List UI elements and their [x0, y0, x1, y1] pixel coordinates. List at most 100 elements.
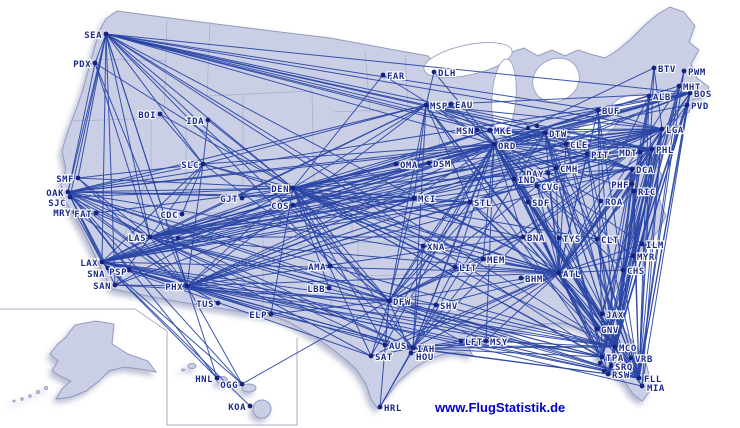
route-line-DSM-ORD — [428, 143, 495, 164]
route-line-PHX-ELP — [186, 285, 272, 315]
airport-label-VRB: VRB — [635, 355, 653, 365]
airport-label-PDX: PDX — [73, 60, 91, 70]
route-line-LAS-AUS — [149, 236, 386, 346]
route-line-PDX-DEN — [94, 62, 294, 189]
airport-dot-IND — [511, 176, 517, 182]
route-line-ATL-IAH — [412, 272, 560, 349]
route-line-SAN-DEN — [114, 187, 294, 286]
airport-dot-MSY — [483, 338, 489, 344]
airport-dot-MSP — [423, 102, 429, 108]
airport-label-OAK: OAK — [46, 189, 64, 199]
airport-label-CLT: CLT — [601, 236, 619, 246]
route-line-LIT-ATL — [454, 266, 560, 274]
route-line-ORD-LGA — [493, 128, 663, 145]
route-line-MCO-AUS — [384, 344, 616, 348]
airport-label-MRY: MRY — [53, 209, 71, 219]
route-line-SEA-OAK — [67, 33, 107, 193]
route-line-FLL-DFW — [388, 300, 640, 379]
route-line-ALB-FLL — [638, 95, 650, 379]
airport-label-LBB: LBB — [307, 285, 325, 295]
airport-dot-DCA — [629, 166, 635, 172]
route-line-PHX-FLL — [186, 285, 640, 379]
route-line-LIT-ORD — [454, 143, 495, 268]
airport-dot-DFW — [386, 298, 392, 304]
route-line-MCI-DFW — [388, 197, 415, 302]
website-link[interactable]: www.FlugStatistik.de — [435, 400, 566, 415]
airport-label-BOS: BOS — [694, 90, 712, 100]
route-line-BUF-FLL — [597, 109, 640, 379]
route-line-DCA-JAX — [601, 168, 633, 315]
route-line-MCO-DFW — [388, 300, 616, 348]
airport-label-MSY: MSY — [490, 338, 508, 348]
route-line-SLC-MSP — [202, 104, 427, 165]
airport-label-HNL: HNL — [195, 375, 213, 385]
route-line-MSP-MCI — [413, 104, 427, 199]
route-line-LAS-DCA — [149, 168, 633, 238]
airport-dot-unlabeled — [673, 124, 679, 130]
airport-label-MDT: MDT — [619, 149, 637, 159]
airport-label-SHV: SHV — [440, 302, 458, 312]
airport-label-KOA: KOA — [228, 403, 246, 413]
route-line-CLE-ATL — [558, 143, 567, 274]
airport-label-CVG: CVG — [541, 183, 559, 193]
airport-dot-GJT — [239, 195, 245, 201]
route-line-SEA-SLC — [105, 33, 204, 165]
route-line-LAX-SLC — [101, 163, 204, 263]
route-line-MCI-ATL — [413, 197, 560, 274]
airport-dot-MCI — [411, 195, 417, 201]
airport-dot-RIC — [631, 188, 637, 194]
airport-dot-LBB — [326, 285, 332, 291]
route-line-DEN-ELP — [270, 187, 294, 315]
route-line-LAS-SLC — [149, 163, 204, 238]
airport-dot-unlabeled — [601, 368, 607, 374]
airport-label-TUS: TUS — [196, 300, 214, 310]
route-line-BUF-MCO — [597, 109, 616, 348]
airport-dot-unlabeled — [668, 129, 674, 135]
route-line-HOU-HRL — [379, 352, 412, 408]
airport-label-OMA: OMA — [400, 161, 418, 171]
route-line-LAX-SAT — [101, 261, 372, 357]
airport-label-PHX: PHX — [165, 283, 183, 293]
route-line-MHT-MCO — [614, 85, 680, 348]
route-line-ATL-RIC — [558, 190, 635, 274]
airport-dot-TUS — [215, 300, 221, 306]
route-line-XNA-IAH — [412, 245, 424, 349]
airport-dot-RSW — [605, 371, 611, 377]
route-line-SLC-IDA — [202, 119, 209, 165]
route-line-SAN-LAS — [114, 236, 151, 286]
route-line-LAX-STL — [101, 201, 471, 263]
airport-dot-IDA — [205, 117, 211, 123]
route-line-PHX-SAN — [114, 284, 188, 287]
route-line-SEA-LAS — [105, 33, 151, 238]
airport-label-TPA: TPA — [606, 354, 624, 364]
route-line-LAS-CLE — [149, 143, 567, 238]
route-line-CMH-FLL — [555, 167, 640, 379]
airport-label-PWM: PWM — [688, 68, 706, 78]
airport-label-MKE: MKE — [494, 127, 512, 137]
route-line-MSP-PHL — [425, 104, 653, 150]
airport-dot-MKE — [487, 127, 493, 133]
route-line-LAX-DFW — [101, 261, 390, 302]
route-line-DFW-HRL — [379, 300, 390, 408]
route-line-ATL-MHT — [558, 85, 680, 274]
route-line-ORD-PIT — [493, 143, 588, 155]
airport-dot-TPA — [599, 354, 605, 360]
route-line-SEA-DEN — [105, 33, 294, 189]
airport-label-IDA: IDA — [186, 117, 204, 127]
route-line-LAS-STL — [149, 201, 471, 238]
airport-dot-DLH — [431, 69, 437, 75]
airport-label-CDC: CDC — [160, 211, 178, 221]
airport-dot-BOI — [157, 111, 163, 117]
airport-label-DEN: DEN — [271, 185, 289, 195]
airport-label-PHF: PHF — [611, 181, 629, 191]
route-line-SEA-BUF — [105, 33, 599, 111]
airport-label-FAR: FAR — [387, 72, 405, 82]
route-line-MEM-ATL — [482, 258, 560, 274]
route-line-PIT-MCO — [586, 153, 616, 348]
airport-dot-FAT — [93, 210, 99, 216]
route-line-PVD-TPA — [601, 104, 688, 358]
route-line-SDF-ATL — [527, 201, 560, 274]
airport-label-LAS: LAS — [128, 234, 146, 244]
